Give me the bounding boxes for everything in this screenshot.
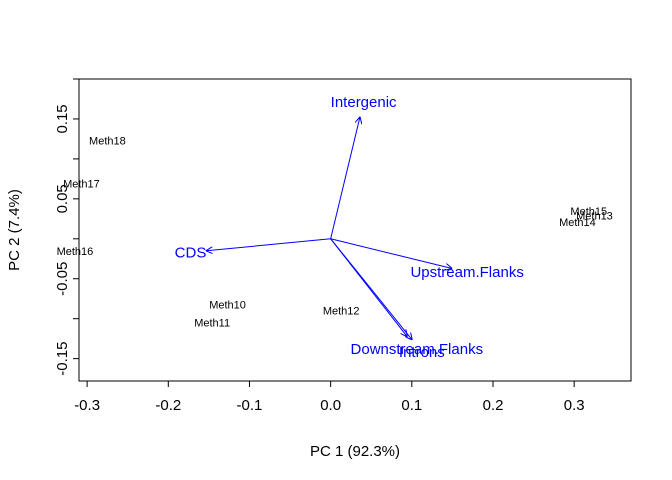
x-axis: -0.3 -0.2 -0.1 0.0 0.1 0.2 0.3 — [74, 381, 585, 414]
point-label: Meth15 — [570, 206, 607, 218]
point-label: Meth16 — [57, 246, 94, 258]
y-tick-label: -0.05 — [54, 262, 71, 296]
x-tick-label: 0.2 — [483, 397, 504, 414]
arrow-label: Introns — [399, 344, 445, 361]
sample-points: Meth18 Meth17 Meth16 Meth10 Meth11 Meth12 Meth… — [57, 136, 613, 330]
arrow-label: Upstream.Flanks — [410, 264, 523, 281]
plot-box — [78, 78, 632, 382]
x-tick-label: 0.3 — [564, 397, 585, 414]
y-tick-label: 0.05 — [54, 184, 71, 213]
x-tick-label: -0.2 — [155, 397, 181, 414]
x-tick-label: -0.3 — [74, 397, 100, 414]
y-axis: -0.15 -0.05 0.05 0.15 — [54, 78, 79, 376]
x-axis-label: PC 1 (92.3%) — [310, 443, 400, 460]
point-label: Meth18 — [89, 136, 126, 148]
x-tick-label: 0.1 — [401, 397, 422, 414]
x-tick-label: -0.1 — [237, 397, 263, 414]
point-label: Meth14 — [559, 217, 596, 229]
point-label: Meth17 — [63, 179, 100, 191]
arrow-introns — [330, 238, 412, 340]
point-label: Meth12 — [323, 306, 360, 318]
y-axis-label: PC 2 (7.4%) — [6, 189, 23, 271]
arrow-label: CDS — [175, 244, 207, 261]
loading-arrows: Intergenic CDS Upstream.Flanks Downstream.F… — [175, 94, 524, 361]
y-tick-label: 0.15 — [54, 104, 71, 133]
arrow-label: Intergenic — [331, 94, 397, 111]
arrow-label: Downstream.Flanks — [351, 341, 484, 358]
point-label: Meth13 — [576, 211, 613, 223]
point-label: Meth11 — [194, 318, 230, 330]
arrow-upstream-flanks — [330, 238, 452, 269]
y-tick-label: -0.15 — [54, 342, 71, 376]
x-tick-label: 0.0 — [320, 397, 341, 414]
arrow-intergenic — [330, 117, 360, 239]
arrow-cds — [206, 238, 331, 251]
point-label: Meth10 — [209, 299, 246, 311]
